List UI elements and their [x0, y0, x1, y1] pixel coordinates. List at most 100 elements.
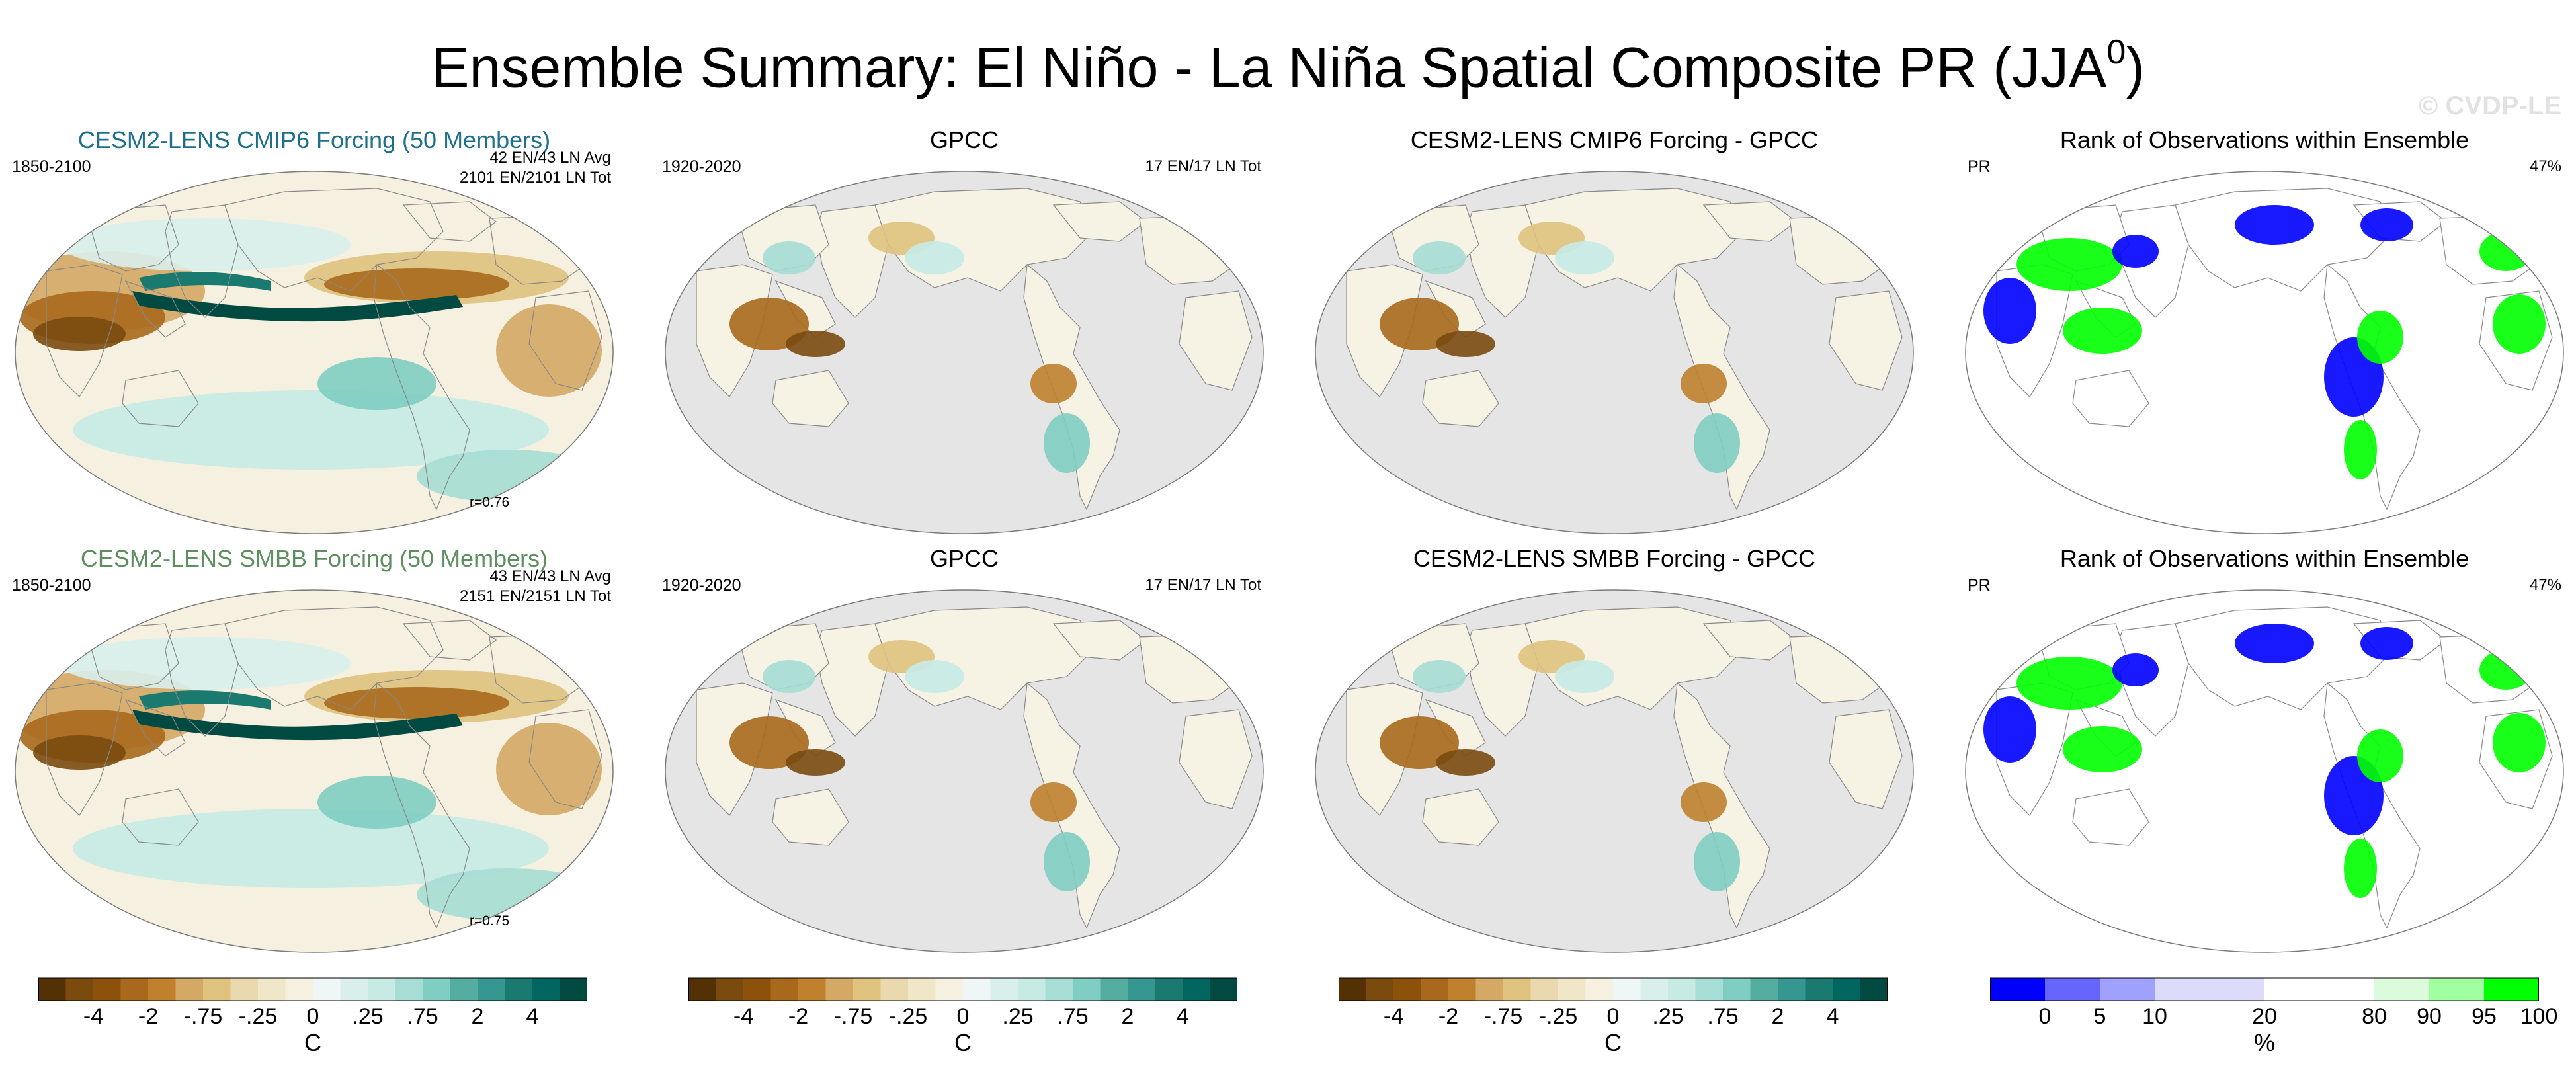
- colorbar-outline: [1339, 977, 1888, 1001]
- panel-smbb-model: CESM2-LENS SMBB Forcing (50 Members) 185…: [7, 544, 622, 953]
- panel-cmip6-model: CESM2-LENS CMIP6 Forcing (50 Members) 18…: [7, 126, 622, 534]
- colorbar-swatch: [963, 978, 991, 1001]
- colorbar-tick-label: .25: [1652, 1004, 1684, 1029]
- continent-outline: [1422, 370, 1499, 427]
- colorbar-swatch: [908, 978, 936, 1001]
- colorbar-unit: C: [304, 1029, 321, 1056]
- continent-outline: [1179, 290, 1253, 391]
- colorbar-swatch: [230, 978, 258, 1001]
- map-border: [1965, 171, 2564, 534]
- field-anomaly-blob: [33, 317, 126, 351]
- colorbar-swatch: [120, 978, 148, 1001]
- colorbar-swatch: [1668, 978, 1696, 1001]
- field-anomaly-blob: [2344, 839, 2377, 898]
- map-border: [15, 589, 614, 953]
- colorbar-swatch: [1448, 978, 1476, 1001]
- continent-outline: [1829, 290, 1903, 391]
- colorbar-swatch: [2319, 978, 2374, 1001]
- colorbar-swatch: [450, 978, 478, 1001]
- colorbar-swatch: [2100, 978, 2155, 1001]
- colorbar-tick-label: -2: [788, 1004, 809, 1029]
- colorbar-outline: [1990, 977, 2539, 1001]
- colorbar-swatch: [478, 978, 505, 1001]
- continent-outline: [85, 623, 179, 690]
- field-anomaly-blob: [1380, 298, 1459, 350]
- colorbar-swatch: [340, 978, 368, 1001]
- field-anomaly-blob: [317, 776, 436, 829]
- colorbar-tick-label: -4: [733, 1004, 754, 1029]
- panel-rank-cmip6: Rank of Observations within Ensemble PR …: [1957, 126, 2572, 534]
- colorbar-swatch: [1018, 978, 1046, 1001]
- equatorial-anomaly-band: [132, 710, 463, 741]
- colorbar-swatch: [1128, 978, 1155, 1001]
- field-anomaly-blob: [905, 660, 964, 693]
- continent-outline: [772, 788, 849, 846]
- figure-title-text: Ensemble Summary: El Niño - La Niña Spat…: [431, 36, 2107, 100]
- colorbar-tick-label: 2: [1771, 1004, 1784, 1029]
- rank-percent: 47%: [2529, 157, 2561, 175]
- field-anomaly-blob: [1030, 782, 1077, 822]
- map-border: [1965, 589, 2564, 953]
- field-anomaly-blob: [729, 298, 809, 350]
- variable-label: PR: [1968, 157, 1991, 176]
- colorbar-rank: 0 5 10 20 80 90 95 100%: [1990, 977, 2557, 1057]
- field-anomaly-blob: [73, 390, 549, 470]
- cvdp-watermark: © CVDP-LE: [2418, 91, 2561, 120]
- colorbar-swatch: [1503, 978, 1531, 1001]
- field-anomaly-blob: [2235, 624, 2314, 663]
- colorbar-swatch: [285, 978, 313, 1001]
- panel-title: GPCC: [929, 545, 999, 572]
- colorbar-tick-label: 95: [2472, 1004, 2497, 1029]
- field-anomaly-blob: [1681, 782, 1727, 822]
- continent-outline: [373, 263, 470, 511]
- colorbar-tick-label: .25: [1002, 1004, 1034, 1029]
- field-anomaly-blob: [1413, 241, 1466, 274]
- continent-outline: [1702, 201, 1797, 242]
- field-anomaly-blob: [324, 687, 509, 719]
- field-anomaly-blob: [786, 749, 845, 776]
- field-anomaly-blob: [1030, 364, 1077, 403]
- period-label: 1920-2020: [662, 576, 741, 595]
- continent-outline: [1702, 620, 1797, 661]
- colorbar-tick-label: -4: [83, 1004, 104, 1029]
- continent-outline: [85, 204, 179, 272]
- field-anomaly-blob: [1555, 241, 1614, 274]
- continent-outline: [122, 788, 199, 846]
- colorbar-swatches: [38, 977, 587, 1001]
- colorbar-tick-label: .75: [1057, 1004, 1089, 1029]
- colorbar-unit: C: [954, 1029, 972, 1056]
- colorbar-swatch: [1750, 978, 1778, 1001]
- colorbar-swatch: [1100, 978, 1128, 1001]
- colorbar-tick-label: 5: [2093, 1004, 2106, 1029]
- continent-outline: [528, 709, 602, 809]
- field-anomaly-blob: [2016, 657, 2122, 710]
- field-anomaly-blob: [1413, 660, 1466, 693]
- map-border: [665, 171, 1264, 534]
- period-label: 1920-2020: [662, 157, 741, 176]
- colorbar-tick-label: -.75: [1483, 1004, 1523, 1029]
- colorbar-outline: [688, 977, 1237, 1001]
- event-tot: 2101 EN/2101 LN Tot: [459, 169, 611, 186]
- field-anomaly-blob: [1436, 749, 1495, 776]
- field-anomaly-blob: [2112, 653, 2159, 686]
- continent-outline: [124, 280, 186, 338]
- field-anomaly-blob: [1044, 413, 1090, 473]
- panel-title: CESM2-LENS SMBB Forcing - GPCC: [1413, 545, 1816, 572]
- colorbar-swatch: [148, 978, 176, 1001]
- colorbar-model: -4 -2 -.75 -.25 0 .25 .75 2 4 C: [38, 977, 587, 1057]
- continent-outline: [122, 370, 199, 427]
- colorbar-swatch: [65, 978, 93, 1001]
- map-projection: [665, 171, 1264, 534]
- field-anomaly-blob: [2344, 420, 2377, 479]
- pattern-correlation: r=0.75: [470, 913, 510, 928]
- colorbar-swatch: [1695, 978, 1723, 1001]
- colorbar-swatch: [2045, 978, 2100, 1001]
- colorbar-swatch: [770, 978, 798, 1001]
- colorbar-tick-label: .25: [352, 1004, 384, 1029]
- colorbar-swatch: [423, 978, 450, 1001]
- colorbar-swatch: [313, 978, 341, 1001]
- colorbar-tick-label: -.75: [183, 1004, 223, 1029]
- panel-title: Rank of Observations within Ensemble: [2059, 545, 2470, 572]
- rank-percent: 47%: [2529, 576, 2561, 594]
- field-anomaly-blob: [317, 357, 436, 410]
